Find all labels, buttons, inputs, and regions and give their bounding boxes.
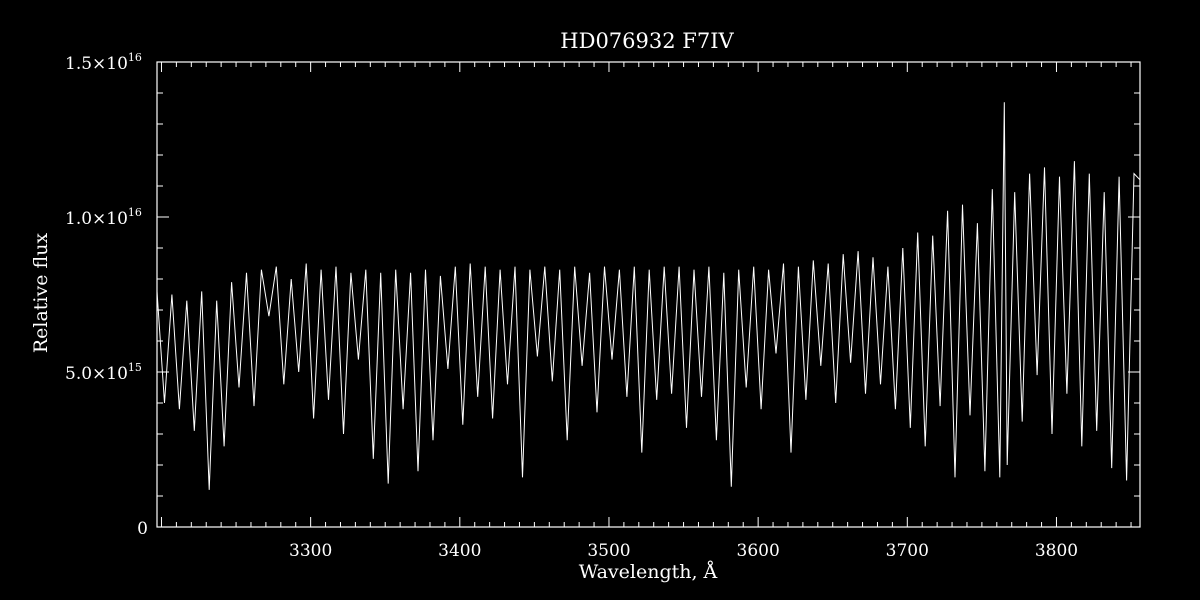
x-tick-label: 3400 <box>438 541 481 561</box>
series-line <box>156 102 1141 490</box>
y-tick-mantissa: 5.0×10 <box>65 364 128 384</box>
y-tick-exponent: 16 <box>128 206 142 219</box>
x-tick-label: 3600 <box>737 541 780 561</box>
x-tick-label: 3300 <box>289 541 332 561</box>
x-tick-label: 3500 <box>587 541 630 561</box>
axis-ticks <box>157 61 1140 528</box>
y-tick-mantissa: 1.5×10 <box>65 54 128 74</box>
x-tick-label: 3700 <box>886 541 929 561</box>
x-axis-label: Wavelength, Å <box>579 561 718 583</box>
y-tick-label: 5.0×1015 <box>65 361 142 384</box>
y-tick-exponent: 15 <box>128 361 142 374</box>
y-tick-label: 1.5×1016 <box>65 51 142 74</box>
y-axis-label: Relative flux <box>30 233 52 354</box>
tick-labels: 3300 3400 3500 3600 3700 380005.0×10151.0×101… <box>65 51 1078 561</box>
chart-title: HD076932 F7IV <box>560 29 734 53</box>
x-tick-label: 3800 <box>1035 541 1078 561</box>
y-tick-label: 0 <box>137 519 148 539</box>
y-tick-mantissa: 1.0×10 <box>65 209 128 229</box>
y-tick-label: 1.0×1016 <box>65 206 142 229</box>
y-tick-exponent: 16 <box>128 51 142 64</box>
